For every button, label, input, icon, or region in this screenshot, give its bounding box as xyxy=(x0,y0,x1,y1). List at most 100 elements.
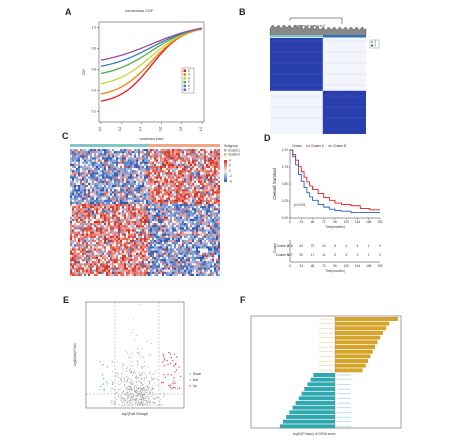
heatmap-cell xyxy=(120,227,123,230)
heatmap-cell xyxy=(194,269,197,272)
heatmap-cell xyxy=(212,248,215,251)
heatmap-cell xyxy=(170,220,173,224)
heatmap-cell xyxy=(96,155,99,158)
heatmap-cell xyxy=(92,263,95,266)
heatmap-cell xyxy=(116,208,119,211)
heatmap-cell xyxy=(214,265,217,268)
heatmap-cell xyxy=(166,240,169,243)
heatmap-cell xyxy=(204,227,207,230)
heatmap-cell xyxy=(182,242,185,245)
heatmap-cell xyxy=(108,193,111,196)
heatmap-cell xyxy=(140,189,143,192)
heatmap-cell xyxy=(122,218,125,222)
heatmap-cell xyxy=(142,259,145,262)
heatmap-cell xyxy=(176,265,179,268)
heatmap-cell xyxy=(198,242,201,245)
heatmap-cell xyxy=(204,191,207,194)
heatmap-cell xyxy=(216,269,219,272)
heatmap-cell xyxy=(190,252,193,255)
heatmap-cell xyxy=(110,170,113,173)
heatmap-cell xyxy=(90,182,93,186)
heatmap-cell xyxy=(176,174,179,177)
heatmap-cell xyxy=(142,235,145,238)
heatmap-cell xyxy=(162,189,165,192)
heatmap-cell xyxy=(182,250,185,253)
heatmap-cell xyxy=(212,271,215,274)
heatmap-cell xyxy=(214,206,217,209)
heatmap-cell xyxy=(120,223,123,226)
heatmap-cell xyxy=(108,269,111,272)
heatmap-cell xyxy=(168,273,171,277)
heatmap-cell xyxy=(140,184,143,188)
heatmap-cell xyxy=(102,225,105,228)
heatmap-cell xyxy=(182,273,185,277)
point-not xyxy=(143,389,145,392)
heatmap-cell xyxy=(124,227,127,230)
heatmap-cell xyxy=(72,235,75,238)
heatmap-cell xyxy=(82,248,85,251)
heatmap-cell xyxy=(126,237,129,241)
heatmap-cell xyxy=(96,250,99,253)
heatmap-cell xyxy=(86,199,89,202)
heatmap-cell xyxy=(182,259,185,262)
heatmap-cell xyxy=(138,159,141,162)
heatmap-cell xyxy=(114,237,117,241)
heatmap-cell xyxy=(208,159,211,162)
cluster-bar-1 xyxy=(270,35,323,38)
heatmap-cell xyxy=(218,159,221,162)
heatmap-cell xyxy=(204,271,207,274)
heatmap-cell xyxy=(206,231,209,234)
heatmap-cell xyxy=(164,214,167,217)
heatmap-cell xyxy=(98,193,101,196)
heatmap-cell xyxy=(218,174,221,177)
heatmap-cell xyxy=(140,149,143,152)
heatmap-cell xyxy=(204,170,207,173)
matrix-title: consensus matrix k=2 xyxy=(294,24,325,28)
heatmap-cell xyxy=(94,259,97,262)
heatmap-cell xyxy=(120,273,123,277)
heatmap-cell xyxy=(100,261,103,264)
heatmap-cell xyxy=(112,246,115,249)
heatmap-cell xyxy=(120,165,123,169)
heatmap-cell xyxy=(186,157,189,160)
heatmap-cell xyxy=(86,267,89,270)
heatmap-cell xyxy=(156,178,159,181)
heatmap-cell xyxy=(174,231,177,234)
heatmap-cell xyxy=(174,204,177,207)
heatmap-cell xyxy=(128,250,131,253)
point-not xyxy=(143,377,145,379)
heatmap-cell xyxy=(138,237,141,241)
point-not xyxy=(142,366,144,368)
heatmap-cell xyxy=(198,199,201,202)
heatmap-cell xyxy=(148,161,151,164)
heatmap-cell xyxy=(184,210,187,213)
heatmap-cell xyxy=(118,195,121,198)
heatmap-cell xyxy=(182,161,185,164)
heatmap-cell xyxy=(134,218,137,222)
heatmap-cell xyxy=(136,223,139,226)
heatmap-cell xyxy=(174,153,177,156)
heatmap-cell xyxy=(198,223,201,226)
heatmap-cell xyxy=(190,176,193,179)
heatmap-cell xyxy=(202,197,205,200)
heatmap-cell xyxy=(170,233,173,236)
heatmap-cell xyxy=(144,153,147,156)
point-not xyxy=(99,389,101,391)
point-not xyxy=(147,389,149,391)
heatmap-cell xyxy=(106,161,109,164)
heatmap-cell xyxy=(164,153,167,156)
heatmap-cell xyxy=(112,227,115,230)
heatmap-cell xyxy=(104,176,107,179)
heatmap-cell xyxy=(86,172,89,175)
heatmap-cell xyxy=(100,184,103,188)
heatmap-cell xyxy=(190,208,193,211)
heatmap-cell xyxy=(82,252,85,255)
heatmap-cell xyxy=(102,229,105,232)
heatmap-cell xyxy=(94,189,97,192)
heatmap-cell xyxy=(200,163,203,166)
heatmap-cell xyxy=(110,252,113,255)
heatmap-cell xyxy=(174,201,177,205)
heatmap-cell xyxy=(86,212,89,215)
heatmap-cell xyxy=(102,250,105,253)
heatmap-cell xyxy=(188,170,191,173)
